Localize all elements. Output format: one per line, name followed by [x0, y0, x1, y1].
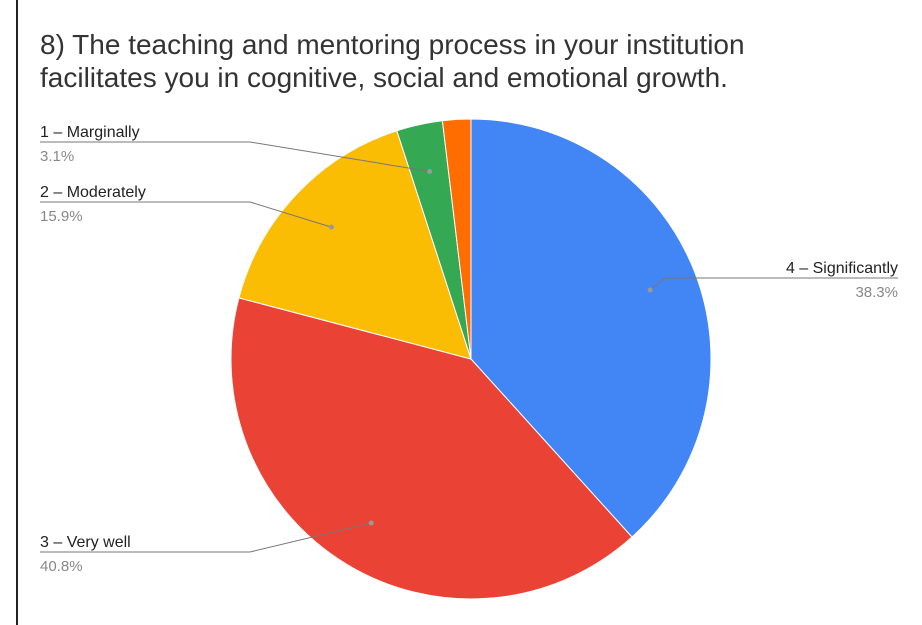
leader-line — [40, 141, 430, 172]
slice-value: 3.1% — [40, 148, 74, 165]
leader-line — [649, 277, 898, 291]
leader-line — [40, 522, 372, 553]
pie-slice — [238, 130, 472, 360]
leader-dot — [368, 520, 374, 526]
slice-value: 40.8% — [40, 558, 83, 575]
pie-slice — [230, 297, 633, 600]
slice-label: 1 – Marginally — [40, 124, 140, 141]
slice-label: 3 – Very well — [40, 534, 131, 551]
slice-value: 38.3% — [855, 284, 898, 301]
slice-value: 15.9% — [40, 208, 83, 225]
leader-dot — [328, 224, 334, 230]
chart-title: 8) The teaching and mentoring process in… — [40, 29, 745, 93]
slice-label: 4 – Significantly — [786, 260, 898, 277]
pie-slice — [470, 118, 712, 538]
leader-dot — [647, 287, 653, 293]
leader-line — [40, 201, 332, 228]
pie-slice — [441, 118, 472, 360]
leader-dot — [427, 168, 433, 174]
slice-label: 2 – Moderately — [40, 184, 146, 201]
frame-border — [16, 0, 18, 625]
